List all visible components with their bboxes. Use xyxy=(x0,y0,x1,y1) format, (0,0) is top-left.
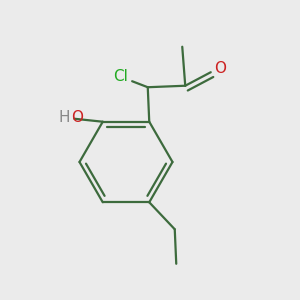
Text: H: H xyxy=(59,110,70,125)
Text: Cl: Cl xyxy=(113,69,128,84)
Text: O: O xyxy=(71,110,83,125)
Text: O: O xyxy=(214,61,226,76)
